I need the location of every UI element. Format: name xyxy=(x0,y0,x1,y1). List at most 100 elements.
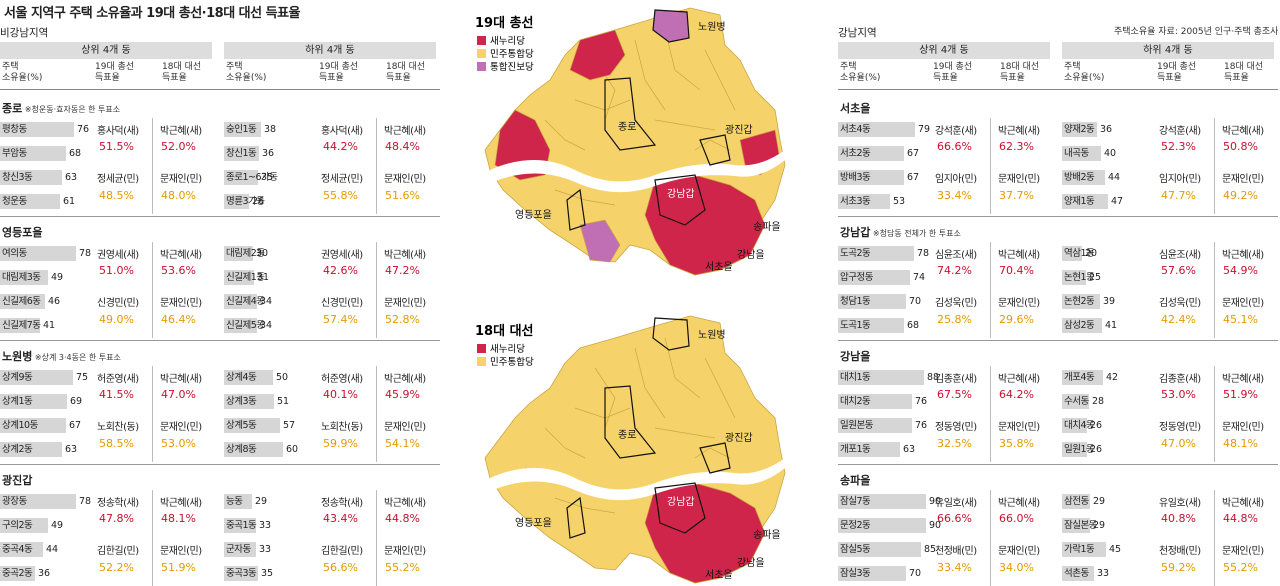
ownership-value: 76 xyxy=(77,124,90,135)
general-candidate-2: 임지아(민) xyxy=(1159,174,1201,185)
ownership-value: 28 xyxy=(1092,396,1105,407)
col-separator xyxy=(1214,118,1215,214)
dong-name: 서초3동 xyxy=(840,196,871,207)
legend-swatch xyxy=(477,36,486,45)
district-divider xyxy=(0,340,440,341)
col-separator xyxy=(990,490,991,586)
dong-name: 청담1동 xyxy=(840,296,871,307)
ownership-bar xyxy=(838,194,890,209)
general-candidate-1: 권영세(새) xyxy=(97,250,139,261)
tonghap-area xyxy=(579,219,621,263)
ownership-value: 79 xyxy=(918,124,931,135)
ownership-value: 78 xyxy=(917,248,930,259)
legend-label: 민주통합당 xyxy=(490,49,534,60)
map-title: 18대 대선 xyxy=(475,323,534,339)
pres-candidate-1: 박근혜(새) xyxy=(160,126,202,137)
pres-candidate-2: 문재인(민) xyxy=(1222,546,1264,557)
district-note: ※청운동·효자동은 한 투표소 xyxy=(22,105,121,114)
dong-name: 도곡1동 xyxy=(840,320,871,331)
ownership-bar xyxy=(838,318,904,333)
ownership-bar xyxy=(224,518,256,533)
general-rate-2: 59.9% xyxy=(323,437,358,450)
ownership-bar xyxy=(838,270,910,285)
header-rule xyxy=(0,89,440,90)
pres-candidate-1: 박근혜(새) xyxy=(384,374,426,385)
col-header-general-rate: 득표율 xyxy=(95,73,120,83)
ownership-value: 70 xyxy=(909,296,922,307)
group-header: 상위 4개 동 xyxy=(0,42,212,59)
col-header-general: 19대 총선 xyxy=(319,62,359,72)
district-outline xyxy=(566,188,586,231)
ownership-bar xyxy=(1062,270,1086,285)
dong-name: 신길제7동 xyxy=(2,320,41,331)
district-name: 강남갑 ※청담동 전체가 한 투표소 xyxy=(840,226,961,239)
dong-boundary xyxy=(544,119,586,151)
general-rate-1: 40.1% xyxy=(323,388,358,401)
general-candidate-2: 정동영(민) xyxy=(935,422,977,433)
legend-label: 새누리당 xyxy=(490,36,525,47)
col-header-pres: 18대 대선 xyxy=(162,62,202,72)
pres-candidate-2: 문재인(민) xyxy=(998,174,1040,185)
ownership-value: 38 xyxy=(264,124,277,135)
dong-name: 상계9동 xyxy=(2,372,33,383)
general-rate-1: 51.5% xyxy=(99,140,134,153)
pres-rate-1: 53.6% xyxy=(161,264,196,277)
ownership-bar xyxy=(1062,542,1106,557)
district-outline xyxy=(699,442,731,474)
page-title: 서울 지역구 주택 소유율과 19대 총선·18대 대선 득표율 xyxy=(4,6,301,21)
ownership-bar xyxy=(224,246,253,261)
ownership-value: 63 xyxy=(65,444,78,455)
general-rate-2: 47.7% xyxy=(1161,189,1196,202)
col-header-pres-rate: 득표율 xyxy=(162,73,187,83)
ownership-value: 26 xyxy=(252,196,265,207)
general-rate-1: 47.8% xyxy=(99,512,134,525)
pres-rate-1: 47.2% xyxy=(385,264,420,277)
district-label: 송파을 xyxy=(753,529,781,541)
pres-rate-1: 44.8% xyxy=(1223,512,1258,525)
ownership-value: 35 xyxy=(261,568,274,579)
dong-name: 논현2동 xyxy=(1064,296,1095,307)
district-outline xyxy=(604,77,657,151)
ownership-bar xyxy=(0,370,73,385)
col-header-ownership: 주택 xyxy=(2,62,19,72)
ownership-value: 70 xyxy=(909,568,922,579)
legend-label: 통합진보당 xyxy=(490,62,534,73)
dong-name: 창신1동 xyxy=(226,148,257,159)
col-separator xyxy=(376,366,377,462)
col-separator xyxy=(1214,242,1215,338)
pres-rate-1: 54.9% xyxy=(1223,264,1258,277)
pres-rate-2: 45.1% xyxy=(1223,313,1258,326)
col-separator xyxy=(1214,490,1215,586)
ownership-value: 50 xyxy=(276,372,289,383)
pres-rate-2: 52.8% xyxy=(385,313,420,326)
col-separator xyxy=(376,490,377,586)
pres-rate-2: 49.2% xyxy=(1223,189,1258,202)
ownership-value: 68 xyxy=(69,148,82,159)
col-header-ownership: 주택 xyxy=(1064,62,1081,72)
ownership-bar xyxy=(224,566,258,581)
district-name: 노원병 ※상계 3·4동은 한 투표소 xyxy=(2,350,121,363)
dong-boundary xyxy=(544,427,586,459)
ownership-value: 33 xyxy=(259,544,272,555)
group-header: 하위 4개 동 xyxy=(224,42,436,59)
pres-rate-1: 51.9% xyxy=(1223,388,1258,401)
col-separator xyxy=(990,118,991,214)
dong-name: 방배2동 xyxy=(1064,172,1095,183)
ownership-value: 33 xyxy=(259,520,272,531)
pres-rate-1: 44.8% xyxy=(385,512,420,525)
dong-name: 가락1동 xyxy=(1064,544,1095,555)
general-rate-1: 44.2% xyxy=(323,140,358,153)
pres-rate-2: 37.7% xyxy=(999,189,1034,202)
district-name: 서초을 xyxy=(840,102,871,115)
dong-boundary xyxy=(664,337,701,399)
ownership-value: 88 xyxy=(927,372,940,383)
pres-candidate-2: 문재인(민) xyxy=(384,298,426,309)
ownership-value: 53 xyxy=(893,196,906,207)
col-header-general-rate: 득표율 xyxy=(319,73,344,83)
ownership-bar xyxy=(0,194,60,209)
pres-candidate-2: 문재인(민) xyxy=(160,422,202,433)
district-note: ※상계 3·4동은 한 투표소 xyxy=(32,353,121,362)
col-header-general-rate: 득표율 xyxy=(1157,73,1182,83)
legend-swatch xyxy=(477,344,486,353)
